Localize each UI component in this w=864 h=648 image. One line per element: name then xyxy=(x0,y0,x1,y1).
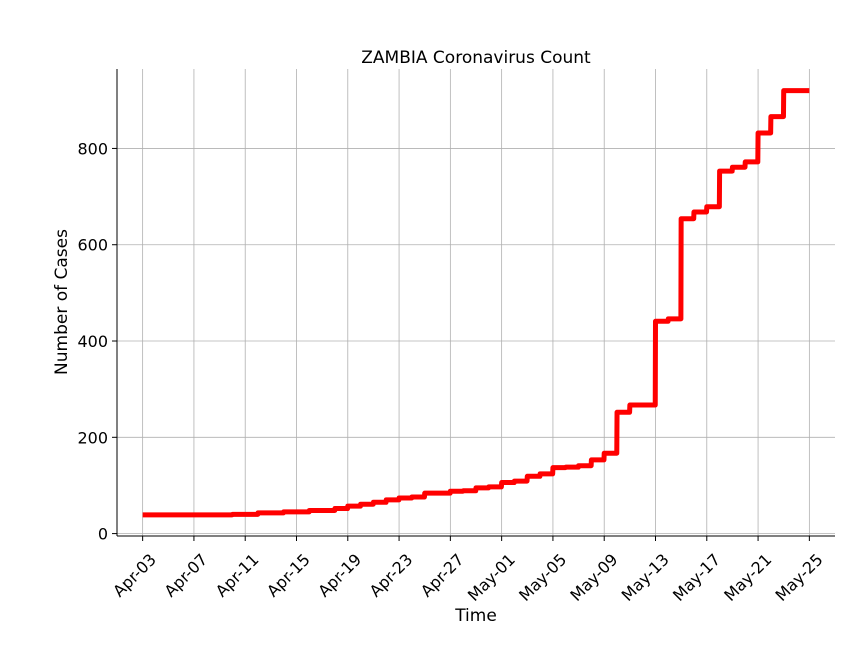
x-tick-label: May-05 xyxy=(515,550,570,605)
x-tick-label: May-21 xyxy=(720,550,775,605)
x-tick-label: Apr-07 xyxy=(160,550,211,601)
y-tick-label: 400 xyxy=(77,332,108,351)
x-tick-label: Apr-15 xyxy=(263,550,314,601)
x-tick-label: Apr-23 xyxy=(366,550,417,601)
x-tick-label: May-09 xyxy=(566,550,621,605)
x-tick-label: Apr-27 xyxy=(417,550,468,601)
x-axis-label: Time xyxy=(454,606,497,626)
cases-series-line xyxy=(142,88,812,518)
ticks-layer: Apr-03 Apr-07 Apr-11 Apr-15 Apr-19 Apr-23 Apr-… xyxy=(77,139,826,605)
y-tick-label: 600 xyxy=(77,236,108,255)
axes-spines xyxy=(116,69,835,537)
x-tick-label: Apr-03 xyxy=(109,550,160,601)
x-tick-label: May-13 xyxy=(618,550,673,605)
x-tick-label: Apr-11 xyxy=(212,550,263,601)
y-tick-label: 0 xyxy=(98,525,108,544)
x-tick-label: May-01 xyxy=(464,550,519,605)
x-tick-label: Apr-19 xyxy=(314,550,365,601)
series-layer xyxy=(142,88,812,518)
y-tick-label: 800 xyxy=(77,139,108,158)
chart-title: ZAMBIA Coronavirus Count xyxy=(361,48,591,68)
x-tick-label: May-25 xyxy=(772,550,827,605)
grid-layer xyxy=(117,69,835,536)
y-tick-label: 200 xyxy=(77,428,108,447)
x-tick-label: May-17 xyxy=(669,550,724,605)
y-axis-label: Number of Cases xyxy=(52,229,72,375)
